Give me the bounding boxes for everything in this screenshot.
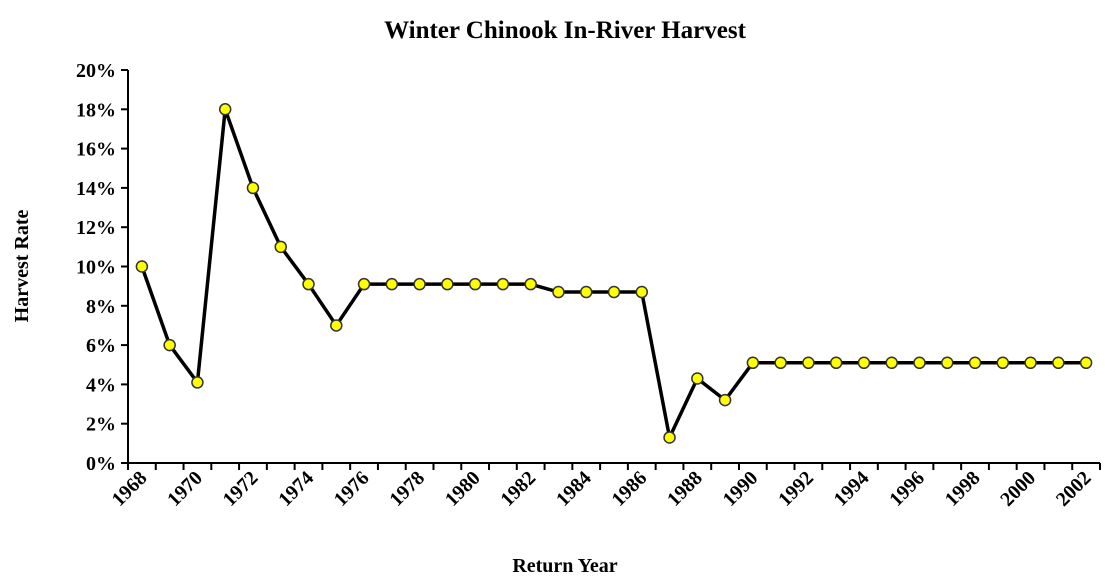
x-tick-label: 1990 — [719, 467, 763, 511]
marker — [496, 277, 510, 291]
marker — [552, 285, 565, 299]
marker — [163, 338, 176, 352]
x-tick-label: 1992 — [774, 467, 818, 511]
x-tick-label: 1988 — [663, 467, 707, 511]
marker — [274, 240, 287, 254]
marker — [1052, 356, 1065, 370]
y-tick-label: 0% — [86, 453, 116, 475]
y-tick-label: 8% — [86, 296, 116, 318]
marker — [746, 356, 760, 370]
y-tick-label: 20% — [76, 60, 116, 82]
x-tick-label: 1980 — [441, 467, 485, 511]
y-axis-title: Harvest Rate — [11, 210, 33, 323]
x-tick-label: 1996 — [885, 467, 929, 511]
marker — [441, 277, 454, 291]
marker — [774, 356, 787, 370]
x-tick-label: 1982 — [496, 467, 540, 511]
marker — [385, 277, 399, 291]
marker — [218, 103, 232, 116]
x-tick-label: 1974 — [274, 467, 318, 511]
marker — [996, 356, 1010, 370]
marker — [524, 277, 537, 291]
marker — [357, 277, 371, 291]
marker — [829, 356, 843, 370]
marker — [857, 356, 871, 370]
y-tick-label: 16% — [76, 139, 116, 161]
marker — [330, 319, 343, 332]
marker — [413, 277, 426, 291]
y-tick-label: 10% — [76, 257, 116, 279]
marker — [607, 285, 621, 299]
y-tick-label: 14% — [76, 178, 116, 200]
marker — [885, 356, 898, 370]
y-tick-label: 18% — [76, 99, 116, 121]
y-tick-label: 6% — [86, 335, 116, 357]
marker — [579, 285, 593, 299]
marker — [802, 356, 815, 370]
x-tick-label: 1986 — [607, 467, 651, 511]
marker — [691, 372, 704, 385]
marker — [246, 181, 260, 195]
y-tick-label: 2% — [86, 414, 116, 436]
x-tick-label: 2002 — [1052, 467, 1096, 511]
marker — [718, 393, 732, 407]
marker — [635, 285, 649, 299]
line — [140, 107, 1087, 440]
marker — [191, 376, 204, 389]
x-axis-title: Return Year — [512, 555, 617, 577]
x-tick-label: 1972 — [219, 467, 263, 511]
chart-title: Winter Chinook In-River Harvest — [384, 17, 746, 44]
marker — [302, 277, 315, 291]
marker — [1024, 356, 1037, 370]
marker — [468, 277, 482, 291]
x-tick-label: 1994 — [830, 467, 874, 511]
x-tick-label: 1984 — [552, 467, 596, 511]
x-tick-label: 1998 — [941, 467, 985, 511]
marker — [968, 356, 982, 370]
marker — [1079, 356, 1093, 370]
x-tick-label: 1978 — [385, 467, 429, 511]
y-tick-label: 12% — [76, 217, 116, 239]
marker — [135, 260, 149, 273]
marker — [941, 356, 954, 370]
marker — [913, 356, 926, 370]
y-tick-label: 4% — [86, 374, 116, 396]
marker — [663, 431, 676, 444]
x-tick-label: 2000 — [996, 467, 1040, 511]
x-tick-label: 1970 — [163, 467, 207, 511]
x-tick-label: 1976 — [330, 467, 374, 511]
